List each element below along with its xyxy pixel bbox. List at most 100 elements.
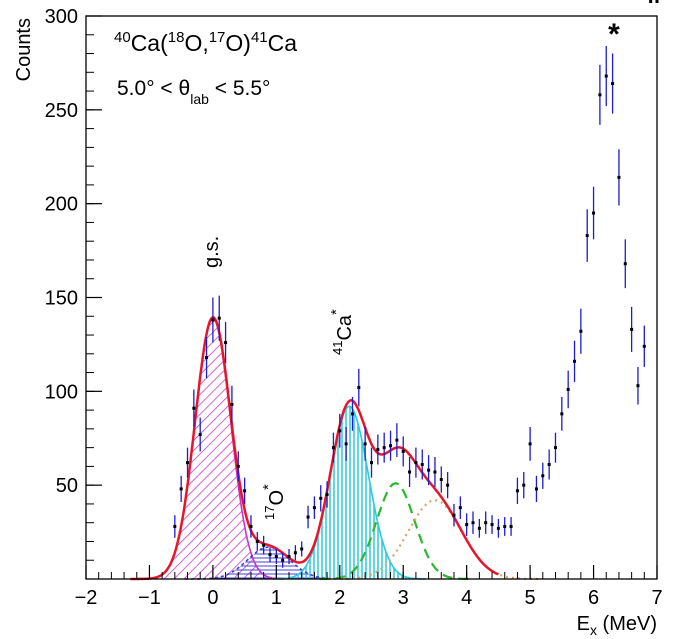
data-point (179, 475, 183, 503)
data-point (477, 518, 481, 538)
peak-label-41ca: 41Ca* (328, 309, 356, 355)
data-point (173, 515, 177, 538)
data-point (344, 426, 348, 461)
data-point (224, 321, 228, 364)
reaction-o2: O) (225, 30, 251, 56)
data-point (573, 340, 577, 382)
data-point (205, 336, 209, 379)
data-point (541, 462, 545, 489)
reaction-sup-40: 40 (114, 29, 131, 46)
peak-label-star: * (608, 18, 620, 51)
component-fill-o17 (185, 547, 353, 579)
x-tick-label: 2 (334, 587, 345, 609)
peak-label-41ca-mark: * (328, 309, 345, 315)
data-point (427, 455, 431, 486)
reaction-ca: Ca( (131, 30, 168, 56)
data-point (230, 385, 234, 424)
y-tick-label: 300 (45, 6, 78, 28)
data-point (547, 449, 551, 480)
data-point (312, 496, 316, 519)
data-point (408, 457, 412, 488)
x-tick-label: 1 (271, 587, 282, 609)
data-point (198, 417, 202, 452)
data-point (382, 432, 386, 463)
data-point (331, 432, 335, 463)
peak-label-17o-mark: * (260, 484, 277, 490)
peak-label-41ca-base: Ca (334, 314, 356, 340)
data-point (560, 396, 564, 431)
data-point (522, 472, 526, 499)
data-point (192, 389, 196, 427)
data-point (338, 413, 342, 448)
data-points (173, 0, 659, 568)
component-curve-ca41 (273, 405, 426, 580)
data-point (636, 366, 640, 405)
x-tick-label: 6 (588, 587, 599, 609)
data-point (611, 53, 615, 114)
data-point (395, 423, 399, 458)
data-point (623, 239, 627, 289)
reaction-ca2: Ca (268, 30, 298, 56)
total-fit-curve (130, 315, 499, 581)
data-point (642, 325, 646, 367)
data-point (325, 481, 329, 508)
x-axis-label-unit: (MeV) (597, 613, 657, 635)
x-tick-label: −2 (75, 587, 98, 609)
x-tick-label: −1 (138, 587, 161, 609)
component-curve-peak3 (319, 482, 472, 581)
x-axis-label-sub: x (590, 622, 597, 638)
data-point (515, 477, 519, 504)
y-tick-label: 50 (56, 475, 78, 497)
data-point (211, 297, 215, 343)
component-fill-ca41 (273, 406, 426, 579)
data-point (509, 517, 513, 536)
data-point (186, 447, 190, 478)
y-tick-label: 100 (45, 381, 78, 403)
data-point (566, 370, 570, 409)
component-fill-gs (141, 318, 284, 579)
reaction-sup-17: 17 (209, 29, 226, 46)
data-point (592, 186, 596, 240)
y-tick-label: 250 (45, 100, 78, 122)
data-point (490, 515, 494, 534)
data-point (350, 396, 354, 431)
data-point (249, 515, 253, 538)
y-axis-label: Counts (13, 18, 35, 81)
data-point (300, 541, 304, 557)
data-point (617, 149, 621, 206)
data-point (363, 426, 367, 461)
data-point (528, 426, 532, 461)
data-point (319, 485, 323, 512)
angle-range-end: < 5.5° (209, 77, 271, 100)
data-point (604, 46, 608, 107)
x-tick-label: 4 (461, 587, 472, 609)
y-tick-label: 200 (45, 194, 78, 216)
data-point (484, 511, 488, 534)
data-point (243, 477, 247, 504)
peak-label-17o-sup: 17 (262, 506, 277, 520)
reaction-label: 40Ca(18O,17O)41Ca (114, 29, 297, 56)
peak-label-17o: 17O* (260, 484, 288, 520)
data-point (496, 518, 500, 538)
reaction-sup-18: 18 (168, 29, 185, 46)
data-point (458, 496, 462, 519)
data-point (268, 547, 272, 563)
data-point (281, 552, 285, 568)
component-fills (141, 318, 426, 579)
data-point (630, 306, 634, 352)
data-point (471, 511, 475, 534)
data-point (655, 0, 659, 3)
data-point (287, 548, 291, 564)
angle-range-main: 5.0° < θ (117, 77, 190, 100)
data-point (585, 209, 589, 262)
data-point (306, 505, 310, 529)
data-point (255, 532, 259, 551)
reaction-o: O, (184, 30, 208, 56)
data-point (217, 295, 221, 341)
data-point (598, 64, 602, 125)
data-point (553, 432, 557, 463)
data-point (274, 548, 278, 564)
x-axis-ticks: −2 −1 0 1 2 3 4 5 6 7 (75, 565, 663, 609)
peak-label-41ca-sup: 41 (330, 341, 345, 355)
x-tick-label: 7 (651, 587, 662, 609)
